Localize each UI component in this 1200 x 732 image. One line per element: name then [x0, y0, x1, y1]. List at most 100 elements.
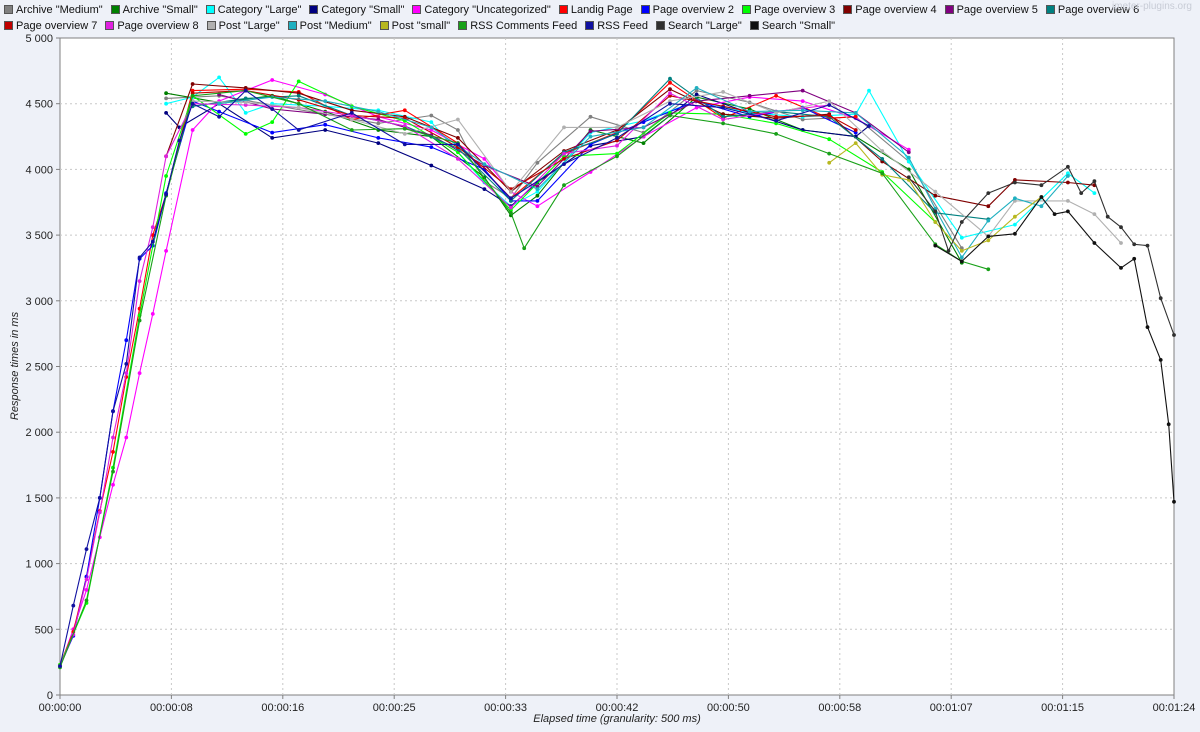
- data-point: [853, 111, 858, 115]
- legend-label: Page overview 6: [1057, 3, 1140, 16]
- legend-item: RSS Feed: [585, 18, 648, 33]
- data-point: [1039, 195, 1044, 199]
- series-group: [58, 75, 1176, 670]
- data-point: [562, 183, 566, 188]
- series-line: [165, 83, 1095, 207]
- x-tick-label: 00:00:16: [261, 702, 304, 714]
- data-point: [376, 109, 381, 114]
- data-point: [721, 112, 725, 117]
- data-point: [323, 128, 328, 132]
- legend-item: Page overview 6: [1045, 2, 1140, 17]
- legend-label: Search "Large": [667, 19, 742, 32]
- data-point: [164, 154, 169, 159]
- data-point: [1172, 333, 1176, 337]
- data-point: [668, 76, 672, 81]
- data-point: [853, 128, 858, 132]
- x-tick-label: 00:00:00: [39, 702, 82, 714]
- data-point: [721, 105, 725, 110]
- data-point: [111, 450, 115, 454]
- x-tick-label: 00:01:15: [1041, 702, 1084, 714]
- data-point: [1013, 231, 1017, 236]
- data-point: [668, 91, 672, 96]
- legend-item: Category "Uncategorized": [412, 2, 551, 17]
- data-point: [1119, 225, 1123, 230]
- y-tick-label: 500: [35, 624, 53, 636]
- data-point: [562, 151, 566, 156]
- data-point: [429, 113, 434, 118]
- legend-swatch: [585, 21, 595, 30]
- series-line: [192, 78, 989, 220]
- data-point: [349, 128, 354, 132]
- data-point: [402, 132, 407, 136]
- series-line: [59, 92, 830, 667]
- data-point: [243, 111, 248, 115]
- data-point: [959, 235, 964, 240]
- legend-swatch: [843, 5, 853, 14]
- data-point: [190, 88, 195, 93]
- data-point: [84, 598, 89, 603]
- legend-swatch: [309, 5, 319, 14]
- data-point: [933, 209, 938, 214]
- data-point: [137, 255, 142, 260]
- data-point: [164, 192, 169, 197]
- data-point: [150, 239, 155, 244]
- legend-swatch: [458, 21, 468, 30]
- data-point: [243, 88, 248, 93]
- chart-legend: Archive "Medium" Archive "Small" Category …: [4, 2, 1194, 33]
- data-point: [1105, 214, 1110, 219]
- data-point: [946, 249, 951, 253]
- series-line: [935, 196, 1175, 502]
- data-point: [376, 121, 381, 126]
- y-tick-label: 3 000: [25, 296, 53, 308]
- data-point: [694, 88, 699, 93]
- data-point: [137, 371, 142, 375]
- data-point: [668, 80, 672, 85]
- legend-label: Category "Small": [321, 3, 405, 16]
- data-point: [906, 175, 911, 180]
- data-point: [1145, 243, 1150, 248]
- data-point: [1066, 171, 1070, 176]
- data-point: [111, 469, 115, 474]
- legend-item: Page overview 5: [944, 2, 1038, 17]
- data-point: [867, 88, 871, 93]
- data-point: [456, 117, 460, 122]
- data-point: [111, 409, 115, 414]
- data-point: [906, 155, 911, 160]
- data-point: [1066, 174, 1070, 178]
- data-point: [124, 371, 129, 375]
- data-point: [482, 162, 487, 167]
- y-axis-ticks: 0 500 1 000 1 500 2 000 2 500 3 000 3 500 4 000 4…: [25, 33, 60, 702]
- data-point: [84, 547, 89, 551]
- data-point: [509, 189, 513, 194]
- data-point: [429, 128, 434, 132]
- legend-swatch: [944, 5, 954, 14]
- data-point: [827, 113, 832, 118]
- legend-label: Page overview 5: [956, 3, 1038, 16]
- data-point: [827, 99, 832, 103]
- x-axis-ticks: 00:00:00 00:00:08 00:00:16 00:00:25 00:00:33…: [39, 695, 1195, 714]
- data-point: [270, 120, 275, 124]
- data-point: [323, 99, 328, 103]
- data-point: [1013, 196, 1017, 201]
- data-point: [1145, 325, 1150, 329]
- data-point: [456, 142, 460, 147]
- data-point: [774, 121, 778, 126]
- data-point: [376, 136, 381, 140]
- data-point: [296, 93, 301, 98]
- data-point: [349, 111, 354, 115]
- legend-label: Archive "Small": [122, 3, 198, 16]
- data-point: [986, 191, 991, 196]
- data-point: [747, 93, 752, 98]
- data-point: [853, 141, 858, 146]
- data-point: [800, 88, 805, 93]
- data-point: [217, 114, 222, 119]
- legend-swatch: [412, 5, 422, 14]
- legend-swatch: [379, 21, 389, 30]
- data-point: [827, 103, 832, 107]
- data-point: [190, 91, 195, 96]
- x-tick-label: 00:00:50: [707, 702, 750, 714]
- data-point: [243, 96, 248, 101]
- data-point: [986, 218, 991, 223]
- data-point: [190, 93, 195, 98]
